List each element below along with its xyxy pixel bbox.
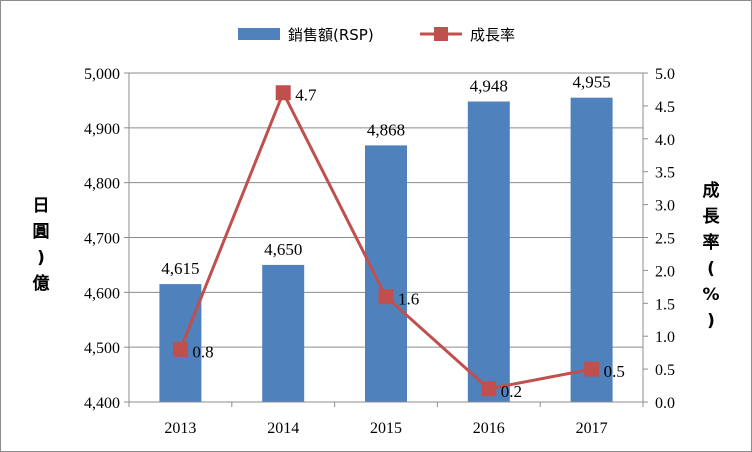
left-axis-tick-label: 4,700 <box>84 231 120 248</box>
right-axis-title-char: 率 <box>703 232 720 253</box>
x-axis-tick-label: 2017 <box>576 420 608 437</box>
data-labels: 4,615 4,650 4,868 4,948 4,955 0.8 4.7 1.6 0.2 0.5 <box>161 73 625 401</box>
right-axis-tick-label: 4.5 <box>655 99 675 116</box>
bar <box>262 264 305 402</box>
line-marker <box>172 341 188 357</box>
right-axis-tick-label: 1.5 <box>655 296 675 313</box>
left-axis-title-char: ) <box>37 248 45 268</box>
line-marker <box>584 361 600 377</box>
left-axis-title-char: 日 <box>33 196 50 216</box>
bar-data-label: 4,948 <box>470 77 508 96</box>
right-axis-title-char: % <box>702 285 719 305</box>
left-axis-tick-label: 4,600 <box>84 285 120 302</box>
line-marker <box>378 289 394 305</box>
x-axis-tick-label: 2015 <box>370 420 402 437</box>
right-axis-title-char: 長 <box>703 207 721 227</box>
left-axis-tick-label: 4,400 <box>84 395 120 412</box>
right-axis-tick-label: 2.5 <box>655 231 675 248</box>
left-axis-title-char: 圓 <box>33 222 50 242</box>
line-data-label: 1.6 <box>398 290 419 309</box>
x-axis-tick-label: 2016 <box>473 420 505 437</box>
legend-line-marker <box>434 27 448 41</box>
legend: 銷售額(RSP) 成長率 <box>238 26 515 44</box>
line-marker <box>275 85 291 101</box>
bar-data-label: 4,650 <box>264 240 302 259</box>
line-data-label: 4.7 <box>295 86 317 105</box>
right-axis-tick-label: 2.0 <box>655 263 675 280</box>
right-axis-tick-label: 0.0 <box>655 395 675 412</box>
left-axis-tick-label: 4,500 <box>84 340 120 357</box>
line-data-label: 0.5 <box>604 362 625 381</box>
axes: 4,400 4,500 4,600 4,700 4,800 4,900 5,000 0.0 0.… <box>33 66 721 437</box>
right-axis-title-char: 成 <box>703 180 720 201</box>
line-marker <box>481 381 497 397</box>
bar <box>365 145 407 402</box>
bar <box>467 101 510 402</box>
legend-label: 銷售額(RSP) <box>288 26 374 44</box>
bar-data-label: 4,868 <box>367 120 405 139</box>
right-axis-tick-label: 3.5 <box>655 165 675 182</box>
right-axis-title-char: ) <box>707 311 715 331</box>
left-axis-title-char: 億 <box>33 273 50 294</box>
x-axis-tick-label: 2014 <box>267 420 299 437</box>
right-axis-tick-label: 1.0 <box>655 329 675 346</box>
right-axis-tick-label: 5.0 <box>655 66 675 83</box>
legend-bar-swatch <box>238 28 280 40</box>
line-series <box>172 85 600 397</box>
left-axis-tick-label: 4,900 <box>84 121 120 138</box>
right-axis-tick-label: 0.5 <box>655 362 675 379</box>
bar-data-label: 4,955 <box>572 73 610 92</box>
legend-label: 成長率 <box>470 26 515 44</box>
right-axis-tick-label: 4.0 <box>655 132 675 149</box>
x-axis-tick-label: 2013 <box>164 420 196 437</box>
line-data-label: 0.8 <box>192 342 213 361</box>
bar-data-label: 4,615 <box>161 259 199 278</box>
right-axis-title-char: ( <box>707 259 715 279</box>
left-axis-tick-label: 5,000 <box>84 66 120 83</box>
bar <box>570 97 613 403</box>
right-axis-tick-label: 3.0 <box>655 198 675 215</box>
line-data-label: 0.2 <box>501 382 522 401</box>
bar-series <box>159 97 613 403</box>
left-axis-tick-label: 4,800 <box>84 176 120 193</box>
